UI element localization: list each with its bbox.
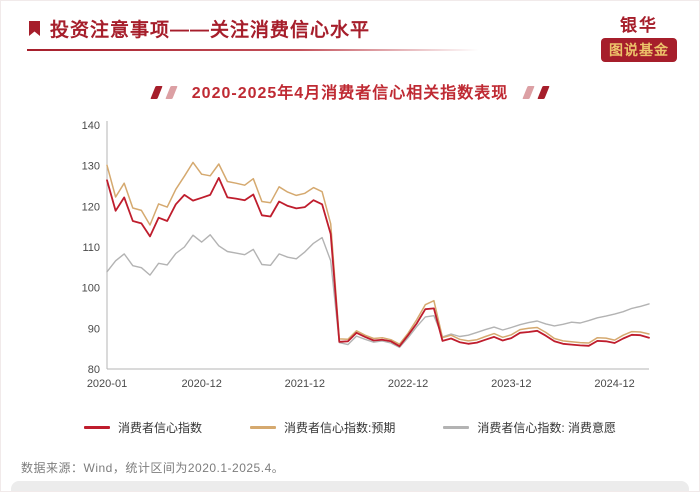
title-deco-right-light <box>522 86 535 99</box>
legend-item: 消费者信心指数:预期 <box>250 419 395 436</box>
svg-text:110: 110 <box>82 242 100 254</box>
svg-text:90: 90 <box>88 323 100 335</box>
svg-text:2020-12: 2020-12 <box>181 378 221 390</box>
title-deco-left-light <box>165 86 178 99</box>
svg-text:80: 80 <box>88 364 100 376</box>
chart-legend: 消费者信心指数 消费者信心指数:预期 消费者信心指数: 消费意愿 <box>1 419 699 436</box>
legend-label: 消费者信心指数 <box>117 421 202 435</box>
svg-text:2023-12: 2023-12 <box>491 378 531 390</box>
svg-text:100: 100 <box>82 283 100 295</box>
svg-text:2022-12: 2022-12 <box>388 378 428 390</box>
legend-item: 消费者信心指数: 消费意愿 <box>443 419 616 436</box>
chart-title: 2020-2025年4月消费者信心相关指数表现 <box>191 85 509 102</box>
svg-text:140: 140 <box>82 120 100 132</box>
ribbon-icon <box>27 20 42 38</box>
legend-label: 消费者信心指数:预期 <box>284 421 396 435</box>
legend-label: 消费者信心指数: 消费意愿 <box>477 421 617 435</box>
header: 投资注意事项——关注消费信心水平 <box>27 15 549 51</box>
chart-area: 80 90 100 110 120 130 140 2020-01 2020-12 2021-12… <box>59 113 659 405</box>
legend-marker <box>83 426 110 429</box>
brand-logo: 银华 图说基金 <box>601 11 677 62</box>
svg-text:2024-12: 2024-12 <box>594 378 634 390</box>
legend-item: 消费者信心指数 <box>83 419 202 436</box>
page-title: 投资注意事项——关注消费信心水平 <box>50 20 371 41</box>
brand-logo-name: 银华 <box>620 16 658 35</box>
chart-svg: 80 90 100 110 120 130 140 2020-01 2020-12 2021-12… <box>82 120 650 390</box>
title-deco-right-dark <box>537 86 550 99</box>
title-underline <box>27 49 479 51</box>
svg-text:2021-12: 2021-12 <box>285 378 325 390</box>
brand-logo-badge: 图说基金 <box>601 38 677 62</box>
chart-title-row: 2020-2025年4月消费者信心相关指数表现 <box>1 79 699 103</box>
svg-text:120: 120 <box>82 201 100 213</box>
legend-marker <box>250 426 276 429</box>
svg-text:2020-01: 2020-01 <box>87 378 127 390</box>
svg-text:130: 130 <box>82 161 100 173</box>
title-deco-left-dark <box>150 86 163 99</box>
bottom-strip <box>11 481 689 491</box>
data-source-note: 数据来源：Wind，统计区间为2020.1-2025.4。 <box>21 461 285 475</box>
legend-marker <box>443 426 470 429</box>
